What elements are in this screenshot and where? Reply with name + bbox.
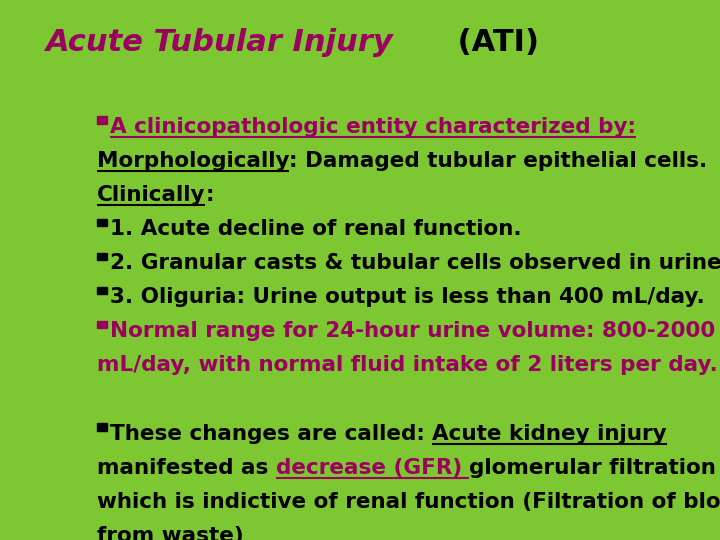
Text: These changes are called:: These changes are called: [109, 424, 432, 444]
Text: Acute Tubular Injury: Acute Tubular Injury [46, 28, 393, 57]
Text: : Damaged tubular epithelial cells.: : Damaged tubular epithelial cells. [289, 151, 708, 171]
Text: (ATI): (ATI) [447, 28, 539, 57]
Text: Morphologically: Morphologically [96, 151, 289, 171]
Text: mL/day, with normal fluid intake of 2 liters per day.: mL/day, with normal fluid intake of 2 li… [96, 355, 717, 375]
Text: from waste): from waste) [96, 526, 243, 540]
Text: Clinically: Clinically [96, 185, 205, 205]
Text: Acute kidney injury: Acute kidney injury [432, 424, 667, 444]
Text: manifested as: manifested as [96, 458, 276, 478]
Bar [96, 423, 107, 431]
Text: A clinicopathologic entity characterized by:: A clinicopathologic entity characterized… [109, 117, 636, 137]
Bar [96, 287, 107, 294]
Text: decrease (GFR): decrease (GFR) [276, 458, 469, 478]
Text: :: : [205, 185, 214, 205]
Text: glomerular filtration r: glomerular filtration r [469, 458, 720, 478]
Bar [96, 117, 107, 124]
Text: 3. Oliguria: Urine output is less than 400 mL/day.: 3. Oliguria: Urine output is less than 4… [109, 287, 704, 307]
Text: 2. Granular casts & tubular cells observed in urine: 2. Granular casts & tubular cells observ… [109, 253, 720, 273]
Text: which is indictive of renal function (Filtration of bloo: which is indictive of renal function (Fi… [96, 492, 720, 512]
Bar [96, 321, 107, 328]
Text: 1. Acute decline of renal function.: 1. Acute decline of renal function. [109, 219, 521, 239]
Bar [96, 219, 107, 226]
Bar [96, 253, 107, 260]
Text: Normal range for 24-hour urine volume: 800-2000: Normal range for 24-hour urine volume: 8… [109, 321, 715, 341]
